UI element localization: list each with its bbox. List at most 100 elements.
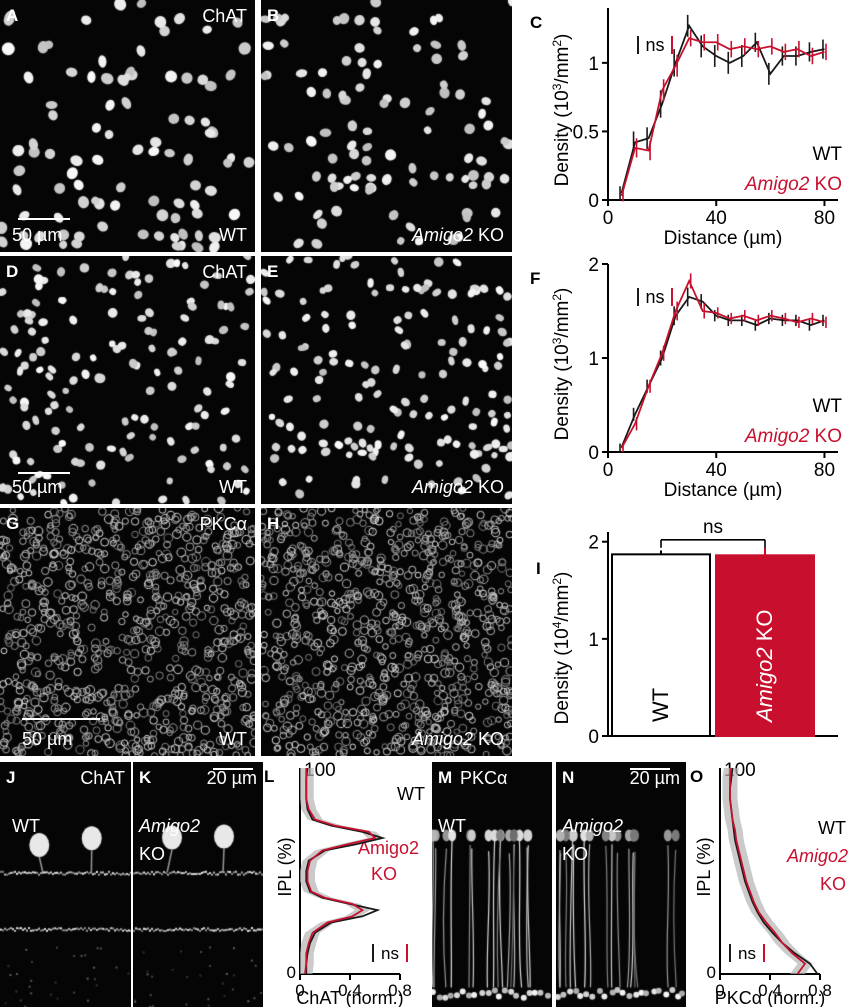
- y-axis-label-i: Density (104/mm2): [550, 572, 573, 725]
- legend-ko-l2: KO: [371, 864, 397, 884]
- genotype-rest-n: KO: [562, 844, 589, 864]
- x-axis-label-c: Distance (µm): [664, 228, 783, 249]
- x-tick-label-o: 0.8: [808, 981, 832, 1000]
- ns-text-c: ns: [645, 35, 664, 55]
- ns-text-o: ns: [738, 944, 756, 963]
- micrograph-k-image: [133, 762, 263, 1007]
- x-tick-label-f: 80: [814, 460, 835, 481]
- genotype-label-h: Amigo2 KO: [412, 729, 504, 750]
- profile-line-wt-l: [305, 767, 386, 974]
- x-tick-label-c: 40: [706, 208, 727, 229]
- x-axis-label-f: Distance (µm): [664, 480, 783, 501]
- x-axis-label-o: PKCα (norm.): [715, 988, 825, 1007]
- scale-label-d: 50 µm: [12, 477, 63, 497]
- y-tick-label-o: 0: [707, 963, 716, 982]
- micrograph-k: K 20 µm Amigo2 KO: [133, 762, 263, 1007]
- x-tick-label-c: 80: [814, 208, 835, 229]
- genotype-label-d: WT: [219, 477, 247, 497]
- scale-bar-a: [18, 218, 70, 220]
- panel-letter-n: N: [562, 768, 575, 787]
- ns-text-l: ns: [381, 944, 399, 963]
- y-tick-label-i: 2: [588, 533, 599, 554]
- genotype-italic-e: Amigo2: [411, 477, 473, 497]
- panel-letter-k: K: [139, 768, 152, 787]
- y-axis-label-o: IPL (%): [694, 837, 714, 896]
- micrograph-e-image: [261, 256, 512, 504]
- panel-letter-d: D: [6, 262, 19, 281]
- genotype-rest-e: KO: [472, 477, 504, 497]
- y-axis-label-f: Density (103/mm2): [550, 288, 573, 441]
- scale-label-a: 50 µm: [12, 225, 63, 245]
- x-tick-label-l: 0: [295, 981, 304, 1000]
- panel-letter-j: J: [6, 768, 16, 787]
- y-axis-label-c: Density (103/mm2): [550, 34, 573, 187]
- scale-bar-g: [22, 718, 100, 720]
- genotype-rest-h: KO: [472, 729, 504, 749]
- genotype-italic-n: Amigo2: [562, 816, 624, 836]
- y-tick-label-i: 0: [588, 727, 599, 748]
- chart-i: I Density (104/mm2) 0 1 2 WT Amigo2 KO ns: [536, 517, 838, 748]
- x-tick-label-l: 0.8: [388, 981, 412, 1000]
- x-tick-label-f: 0: [603, 460, 614, 481]
- scale-label-n: 20 µm: [629, 768, 680, 788]
- series-line-ko-f: [620, 278, 825, 449]
- genotype-label-b: Amigo2 KO: [412, 225, 504, 246]
- x-tick-label-l: 0.4: [338, 981, 362, 1000]
- stain-label-m: PKCα: [460, 768, 508, 788]
- chart-f: F Density (103/mm2) Distance (µm) ns WT …: [530, 256, 842, 501]
- chart-l: L IPL (%) ChAT (norm.) WT Amigo2 KO ns 0…: [265, 762, 425, 1007]
- genotype-rest-b: KO: [472, 225, 504, 245]
- panel-letter-e: E: [267, 262, 279, 281]
- stain-label-g: PKCα: [199, 514, 247, 534]
- micrograph-g: G PKCα WT 50 µm: [0, 508, 255, 756]
- panel-letter-c: C: [530, 13, 542, 32]
- panel-letter-g: G: [6, 514, 20, 533]
- legend-ko-o1: Amigo2: [786, 846, 848, 866]
- genotype-italic-k: Amigo2: [139, 816, 201, 836]
- y-tick-label-c: 0: [588, 191, 599, 212]
- y-axis-label-l: IPL (%): [275, 837, 295, 896]
- micrograph-a-image: [0, 0, 255, 252]
- panel-letter-f: F: [530, 269, 540, 288]
- genotype-label-e: Amigo2 KO: [412, 477, 504, 498]
- ns-annotation-c: ns: [637, 35, 673, 55]
- micrograph-m-image: [432, 762, 552, 1007]
- micrograph-n-image: [556, 762, 686, 1007]
- ns-text-i: ns: [703, 517, 723, 538]
- micrograph-b: B Amigo2 KO: [261, 0, 512, 252]
- panel-letter-h: H: [267, 514, 280, 533]
- error-band-l: [300, 768, 383, 974]
- ns-annotation-l: ns: [372, 944, 408, 963]
- micrograph-e: E Amigo2 KO: [261, 256, 512, 504]
- genotype-italic-b: Amigo2: [411, 225, 473, 245]
- micrograph-d-image: [0, 256, 255, 504]
- bar-label-ko-i: Amigo2 KO: [752, 610, 777, 725]
- genotype-label-a: WT: [219, 225, 247, 245]
- micrograph-m: M PKCα WT: [432, 762, 552, 1007]
- panel-letter-l: L: [265, 767, 274, 786]
- legend-ko-o2: KO: [820, 874, 846, 894]
- scale-bar-n: [630, 768, 670, 770]
- micrograph-h-image: [261, 508, 512, 756]
- scale-bar-k: [213, 768, 253, 770]
- scale-label-g: 50 µm: [22, 729, 73, 749]
- micrograph-j: J ChAT WT: [0, 762, 131, 1007]
- micrograph-b-image: [261, 0, 512, 252]
- x-tick-label-o: 0: [715, 981, 724, 1000]
- y-tick-label-l: 0: [287, 963, 296, 982]
- bar-label-wt-i: WT: [648, 688, 673, 722]
- micrograph-d: D ChAT WT 50 µm: [0, 256, 255, 504]
- y-tick-label-f: 0: [588, 443, 599, 464]
- panel-letter-m: M: [438, 768, 453, 787]
- legend-ko-f: Amigo2 KO: [744, 426, 842, 447]
- micrograph-h: H Amigo2 KO: [261, 508, 512, 756]
- ns-annotation-f: ns: [637, 287, 673, 307]
- stain-label-j: ChAT: [80, 768, 125, 788]
- genotype-label-m: WT: [438, 816, 466, 836]
- ns-annotation-o: ns: [729, 944, 765, 963]
- x-tick-label-o: 0.4: [758, 981, 782, 1000]
- error-band-o: [722, 768, 813, 974]
- ns-text-f: ns: [645, 287, 664, 307]
- panel-letter-a: A: [6, 6, 19, 25]
- genotype-label-j: WT: [12, 816, 40, 836]
